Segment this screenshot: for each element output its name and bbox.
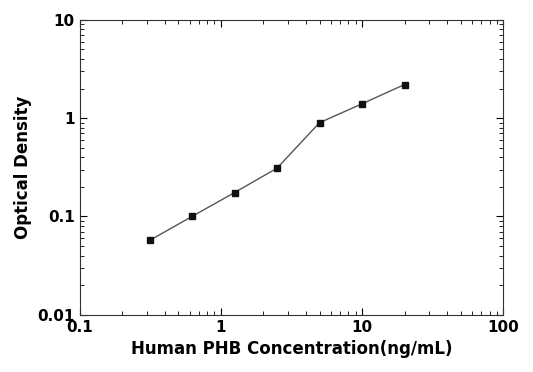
X-axis label: Human PHB Concentration(ng/mL): Human PHB Concentration(ng/mL) — [131, 340, 452, 358]
Y-axis label: Optical Density: Optical Density — [14, 96, 32, 239]
